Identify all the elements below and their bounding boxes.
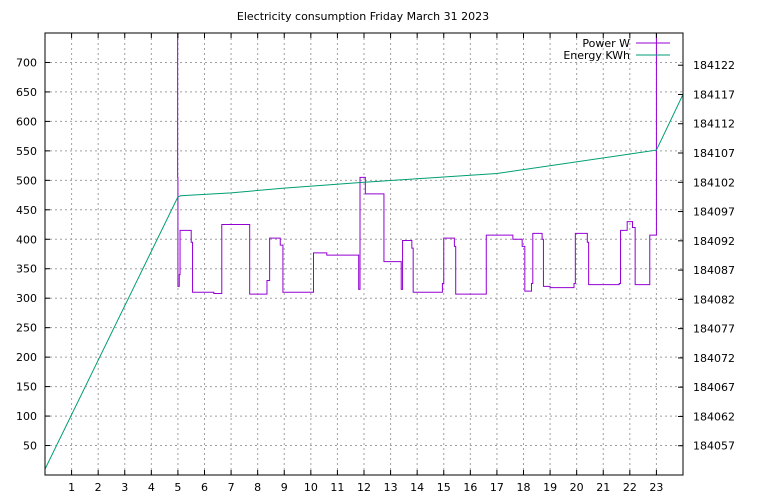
y2-tick-label: 184097 — [693, 206, 735, 219]
x-tick-label: 11 — [330, 481, 344, 494]
y-tick-label: 500 — [16, 174, 37, 187]
y-tick-label: 100 — [16, 410, 37, 423]
y-tick-label: 350 — [16, 263, 37, 276]
y2-tick-label: 184057 — [693, 440, 735, 453]
x-tick-label: 18 — [517, 481, 531, 494]
y2-tick-label: 184062 — [693, 410, 735, 423]
x-tick-label: 3 — [121, 481, 128, 494]
x-tick-label: 5 — [174, 481, 181, 494]
x-tick-label: 13 — [384, 481, 398, 494]
y-tick-label: 550 — [16, 145, 37, 158]
x-tick-label: 1 — [68, 481, 75, 494]
y-tick-label: 300 — [16, 292, 37, 305]
x-tick-label: 12 — [357, 481, 371, 494]
y-tick-label: 650 — [16, 86, 37, 99]
y2-tick-label: 184092 — [693, 235, 735, 248]
series-layer — [45, 33, 683, 470]
legend: Power W Energy KWh — [563, 37, 670, 62]
y-tick-label: 50 — [23, 440, 37, 453]
legend-label-energy: Energy KWh — [563, 49, 630, 62]
series-line-energy — [45, 94, 683, 470]
y2-tick-label: 184067 — [693, 381, 735, 394]
y2-tick-label: 184107 — [693, 147, 735, 160]
y2-tick-label: 184082 — [693, 293, 735, 306]
y2-tick-label: 184112 — [693, 118, 735, 131]
y-tick-label: 200 — [16, 351, 37, 364]
chart-title: Electricity consumption Friday March 31 … — [237, 10, 489, 23]
x-tick-label: 9 — [281, 481, 288, 494]
x-tick-label: 16 — [463, 481, 477, 494]
series-line-power — [177, 33, 657, 295]
x-tick-label: 21 — [596, 481, 610, 494]
y2-tick-label: 184117 — [693, 88, 735, 101]
x-tick-label: 7 — [228, 481, 235, 494]
x-tick-label: 2 — [95, 481, 102, 494]
y2-tick-label: 184087 — [693, 264, 735, 277]
y2-tick-label: 184122 — [693, 59, 735, 72]
y-tick-label: 450 — [16, 204, 37, 217]
y-tick-label: 150 — [16, 381, 37, 394]
x-tick-label: 15 — [437, 481, 451, 494]
x-tick-label: 22 — [623, 481, 637, 494]
legend-label-power: Power W — [582, 37, 630, 50]
x-tick-label: 17 — [490, 481, 504, 494]
y-tick-label: 250 — [16, 322, 37, 335]
y-tick-label: 400 — [16, 233, 37, 246]
y2-tick-label: 184102 — [693, 176, 735, 189]
y2-tick-label: 184077 — [693, 323, 735, 336]
y-tick-label: 600 — [16, 115, 37, 128]
x-tick-label: 14 — [410, 481, 424, 494]
x-tick-label: 8 — [254, 481, 261, 494]
x-tick-label: 10 — [304, 481, 318, 494]
x-tick-label: 20 — [570, 481, 584, 494]
y-tick-label: 700 — [16, 56, 37, 69]
x-tick-label: 23 — [649, 481, 663, 494]
x-tick-label: 4 — [148, 481, 155, 494]
y2-tick-label: 184072 — [693, 352, 735, 365]
grid — [45, 33, 683, 475]
ticks: 1 2 3 4 5 6 7 8 9 10 11 12 13 14 15 16 17 18 19 20 21 22 23501… — [16, 33, 735, 494]
x-tick-label: 6 — [201, 481, 208, 494]
x-tick-label: 19 — [543, 481, 557, 494]
